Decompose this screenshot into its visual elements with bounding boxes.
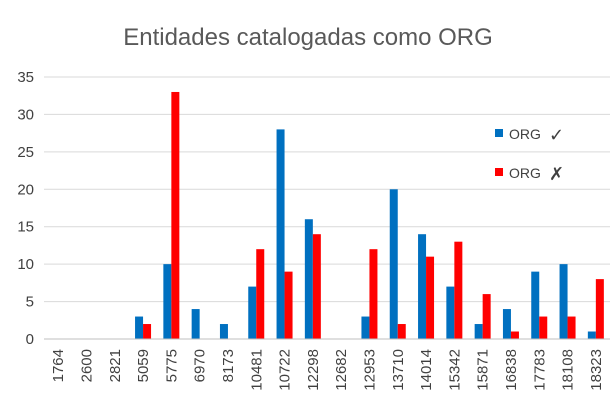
x-tick-label: 6970: [192, 349, 209, 382]
bar-org-correct-15342: [446, 286, 455, 339]
x-tick-label: 2821: [107, 349, 124, 382]
bar-org-incorrect-18323: [595, 279, 604, 339]
bar-org-correct-18108: [559, 264, 568, 339]
x-tick-label: 13710: [390, 349, 407, 391]
y-axis-ticks: 0 5 10 15 20 25 30 35: [17, 69, 34, 348]
y-tick-label: 15: [17, 219, 34, 236]
bar-org-correct-14014: [418, 234, 427, 339]
bar-org-incorrect-15342: [454, 241, 463, 339]
x-tick-label: 16838: [503, 349, 520, 391]
x-tick-label: 5775: [163, 349, 180, 382]
bar-org-incorrect-12953: [369, 249, 378, 339]
bar-org-correct-18323: [587, 331, 596, 339]
bar-org-correct-10722: [276, 129, 285, 339]
x-tick-label: 2600: [78, 349, 95, 382]
bar-org-incorrect-18108: [567, 316, 576, 339]
x-tick-label: 17783: [531, 349, 548, 391]
bar-org-correct-12298: [304, 219, 313, 339]
bar-org-correct-13710: [389, 189, 398, 339]
bar-org-correct-5775: [163, 264, 172, 339]
y-tick-label: 30: [17, 106, 34, 123]
x-tick-label: 10481: [248, 349, 265, 391]
x-axis-ticks: 1764 2600 2821 5059 5775 6970 8173 10481 10722 12…: [50, 349, 605, 391]
x-tick-label: 8173: [220, 349, 237, 382]
bar-org-incorrect-15871: [482, 294, 491, 339]
y-tick-label: 35: [17, 69, 34, 86]
x-tick-label: 14014: [418, 349, 435, 391]
bar-org-correct-5059: [135, 316, 144, 339]
legend-label-org-correct: ORG: [509, 126, 541, 142]
legend-swatch-org-correct: [495, 129, 503, 137]
bars: [135, 91, 604, 339]
y-tick-label: 5: [26, 294, 34, 311]
y-tick-label: 0: [26, 331, 34, 348]
y-tick-label: 25: [17, 144, 34, 161]
bar-org-incorrect-14014: [426, 256, 435, 339]
x-tick-label: 18323: [588, 349, 605, 391]
bar-org-correct-10481: [248, 286, 257, 339]
y-tick-label: 10: [17, 256, 34, 273]
x-tick-label: 15342: [446, 349, 463, 391]
legend-check-icon: ✓: [549, 125, 564, 145]
bar-org-correct-16838: [502, 309, 511, 339]
bar-org-correct-8173: [219, 324, 228, 339]
chart-title: Entidades catalogadas como ORG: [123, 24, 493, 51]
y-tick-label: 20: [17, 181, 34, 198]
gridlines: [44, 76, 610, 303]
legend-swatch-org-incorrect: [495, 168, 503, 176]
bar-org-correct-15871: [474, 324, 483, 339]
x-tick-label: 1764: [50, 349, 67, 382]
x-tick-label: 5059: [135, 349, 152, 382]
bar-org-incorrect-12298: [312, 234, 321, 339]
bar-org-incorrect-16838: [510, 331, 519, 339]
bar-org-incorrect-10481: [256, 249, 265, 339]
x-tick-label: 10722: [277, 349, 294, 391]
legend-cross-icon: ✗: [549, 164, 564, 184]
bar-org-incorrect-17783: [539, 316, 548, 339]
x-tick-label: 12298: [305, 349, 322, 391]
bar-org-incorrect-13710: [397, 324, 406, 339]
legend-label-org-incorrect: ORG: [509, 165, 541, 181]
bar-org-incorrect-10722: [284, 271, 293, 339]
bar-org-correct-12953: [361, 316, 370, 339]
x-tick-label: 15871: [475, 349, 492, 391]
x-tick-label: 12682: [333, 349, 350, 391]
bar-org-correct-6970: [191, 309, 200, 339]
x-tick-label: 18108: [560, 349, 577, 391]
bar-org-correct-17783: [531, 271, 540, 339]
x-tick-label: 12953: [361, 349, 378, 391]
bar-org-incorrect-5059: [143, 324, 152, 339]
legend: ORG ✓ ORG ✗: [495, 125, 564, 184]
bar-org-incorrect-5775: [171, 91, 180, 339]
